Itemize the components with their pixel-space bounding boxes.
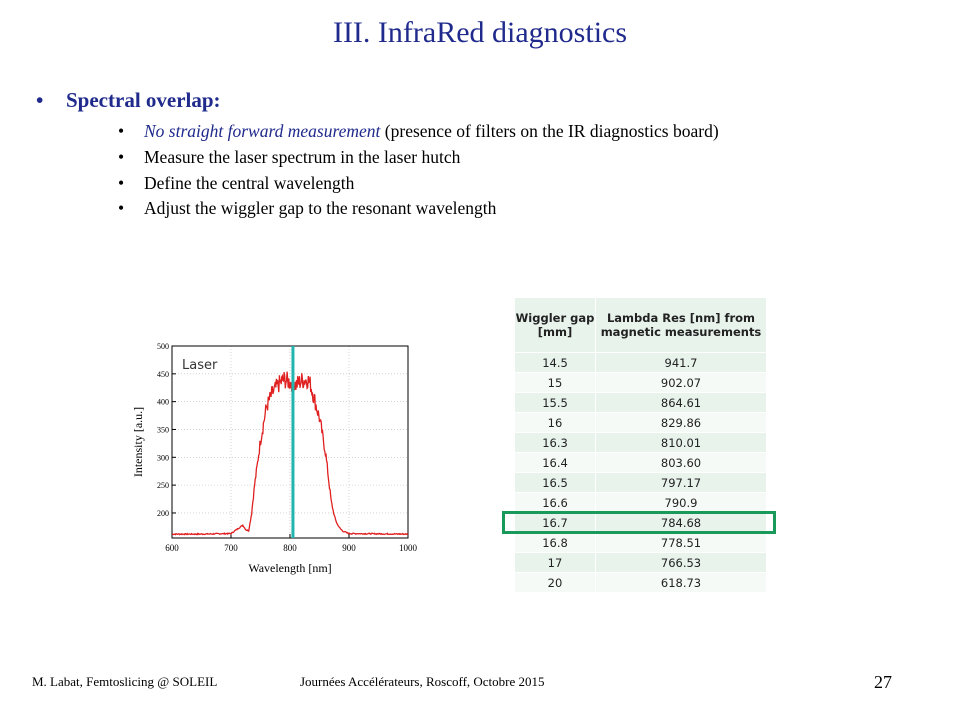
- table-row: 16 829.86: [514, 412, 767, 433]
- footer-author: M. Labat, Femtoslicing @ SOLEIL: [32, 674, 218, 689]
- cell-wiggler-gap: 16.3: [514, 432, 596, 453]
- cell-lambda-res: 902.07: [595, 372, 767, 393]
- table-row: 16.8 778.51: [514, 532, 767, 553]
- bullet-dot: •: [118, 121, 125, 141]
- footer-event: Journées Accélérateurs, Roscoff, Octobre…: [300, 674, 545, 689]
- bullet-dot: •: [118, 198, 125, 218]
- y-tick-label: 300: [157, 453, 169, 462]
- cell-wiggler-gap: 16.8: [514, 532, 596, 553]
- cell-wiggler-gap: 15: [514, 372, 596, 393]
- x-tick-label: 600: [165, 543, 179, 553]
- x-tick-label: 800: [283, 543, 297, 553]
- sub-bullet-text: Measure the laser spectrum in the laser …: [144, 147, 461, 167]
- sub-bullet-text: Adjust the wiggler gap to the resonant w…: [144, 198, 497, 218]
- wiggler-gap-table: Wiggler gap [mm] Lambda Res [nm] from ma…: [514, 297, 767, 593]
- cell-wiggler-gap: 16: [514, 412, 596, 433]
- y-tick-label: 450: [157, 370, 169, 379]
- header-lambda-res: Lambda Res [nm] from magnetic measuremen…: [595, 297, 767, 353]
- chart-ticks: 600 700 800 900 1000 200 250 300 350 400 450 500: [157, 342, 418, 553]
- cell-wiggler-gap: 16.4: [514, 452, 596, 473]
- cell-lambda-res: 766.53: [595, 552, 767, 573]
- legend-laser: Laser: [182, 358, 218, 373]
- sub-bullet: • Measure the laser spectrum in the laser…: [118, 147, 460, 168]
- cell-wiggler-gap: 16.6: [514, 492, 596, 513]
- cell-lambda-res: 803.60: [595, 452, 767, 473]
- cell-wiggler-gap: 15.5: [514, 392, 596, 413]
- sub-bullet-text: Define the central wavelength: [144, 173, 355, 193]
- highlighted-row-box: [502, 511, 776, 534]
- central-wavelength-marker: [291, 346, 295, 538]
- y-tick-label: 400: [157, 398, 169, 407]
- y-tick-label: 350: [157, 425, 169, 434]
- table-header-row: Wiggler gap [mm] Lambda Res [nm] from ma…: [514, 297, 767, 353]
- cell-lambda-res: 790.9: [595, 492, 767, 513]
- y-tick-label: 500: [157, 342, 169, 351]
- table-row: 16.4 803.60: [514, 452, 767, 473]
- table-row: 16.5 797.17: [514, 472, 767, 493]
- x-tick-label: 900: [342, 543, 356, 553]
- sub-bullet-text: (presence of filters on the IR diagnosti…: [380, 121, 719, 141]
- sub-bullet: • Adjust the wiggler gap to the resonant …: [118, 198, 496, 219]
- bullet-dot: •: [36, 88, 44, 112]
- y-tick-label: 250: [157, 481, 169, 490]
- chart-svg: 600 700 800 900 1000 200 250 300 350 400 450 500 La…: [131, 342, 418, 575]
- main-bullet: • Spectral overlap:: [36, 88, 221, 113]
- x-tick-label: 1000: [399, 543, 418, 553]
- slide-number: 27: [874, 672, 892, 692]
- main-bullet-text: Spectral overlap:: [66, 88, 221, 112]
- table-row: 17 766.53: [514, 552, 767, 573]
- table-row: 15 902.07: [514, 372, 767, 393]
- y-axis-label: Intensity [a.u.]: [131, 407, 145, 477]
- sub-bullet: • No straight forward measurement (presen…: [118, 121, 719, 142]
- bullet-dot: •: [118, 173, 125, 193]
- cell-wiggler-gap: 16.5: [514, 472, 596, 493]
- cell-lambda-res: 810.01: [595, 432, 767, 453]
- table-row: 20 618.73: [514, 572, 767, 593]
- cell-wiggler-gap: 17: [514, 552, 596, 573]
- slide-title: III. InfraRed diagnostics: [332, 16, 628, 49]
- table-row: 15.5 864.61: [514, 392, 767, 413]
- header-wiggler-gap: Wiggler gap [mm]: [514, 297, 596, 353]
- cell-wiggler-gap: 14.5: [514, 352, 596, 373]
- cell-wiggler-gap: 20: [514, 572, 596, 593]
- x-axis-label: Wavelength [nm]: [248, 561, 331, 575]
- bullet-dot: •: [118, 147, 125, 167]
- table-body: 14.5 941.7 15 902.07 15.5 864.61 16 829.86 16.3 8…: [514, 352, 767, 593]
- table-row: 16.7 784.68: [514, 512, 767, 533]
- cell-lambda-res: 864.61: [595, 392, 767, 413]
- cell-lambda-res: 797.17: [595, 472, 767, 493]
- cell-lambda-res: 618.73: [595, 572, 767, 593]
- table-row: 16.6 790.9: [514, 492, 767, 513]
- cell-lambda-res: 829.86: [595, 412, 767, 433]
- laser-series-line: [171, 371, 409, 536]
- cell-lambda-res: 941.7: [595, 352, 767, 373]
- sub-bullet: • Define the central wavelength: [118, 173, 354, 194]
- sub-bullet-emphasis: No straight forward measurement: [144, 121, 381, 141]
- y-tick-label: 200: [157, 509, 169, 518]
- table-row: 16.3 810.01: [514, 432, 767, 453]
- chart-grid: [171, 345, 409, 538]
- table-row: 14.5 941.7: [514, 352, 767, 373]
- cell-wiggler-gap: 16.7: [514, 512, 596, 533]
- x-tick-label: 700: [224, 543, 238, 553]
- laser-spectrum-chart: 600 700 800 900 1000 200 250 300 350 400 450 500 La…: [120, 338, 420, 583]
- cell-lambda-res: 778.51: [595, 532, 767, 553]
